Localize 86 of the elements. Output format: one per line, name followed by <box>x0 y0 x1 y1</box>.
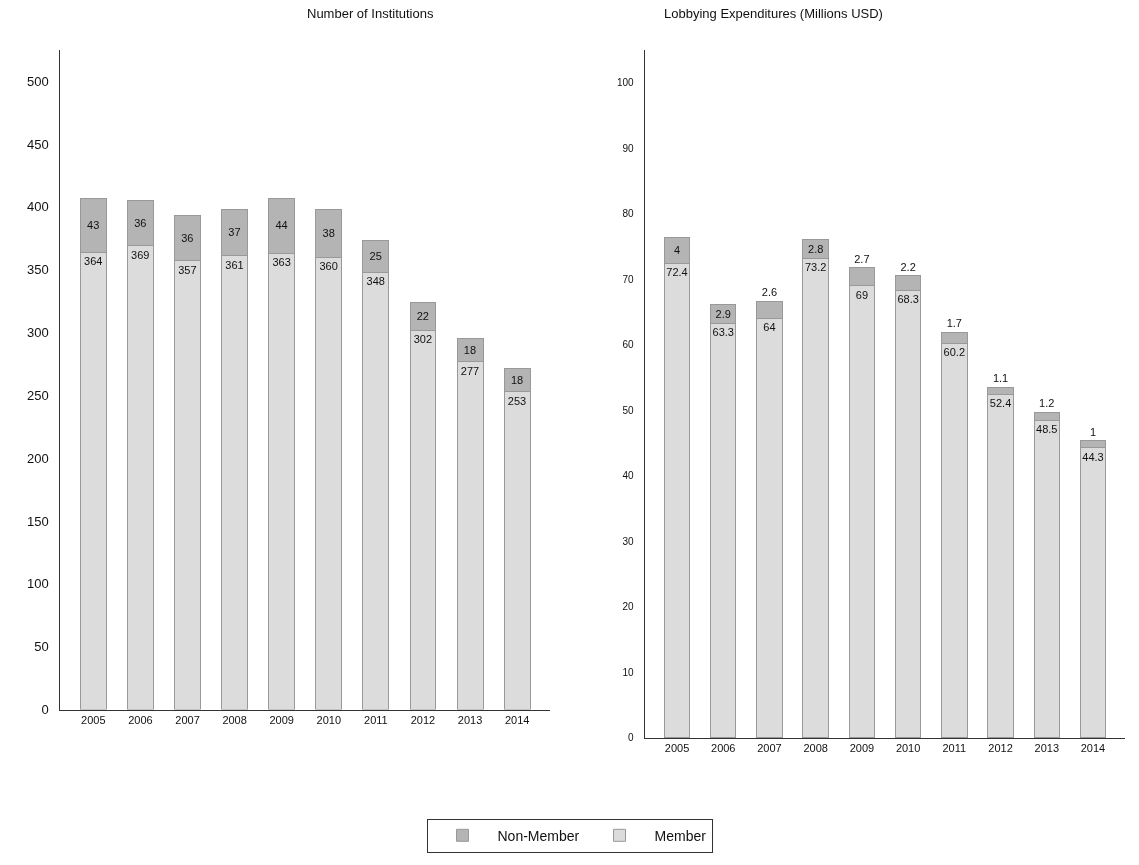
data-label: 369 <box>131 248 150 261</box>
x-tick-label: 2012 <box>410 713 436 726</box>
x-tick-label: 2011 <box>942 742 967 755</box>
data-label: 1.1 <box>992 372 1009 385</box>
data-label: 18 <box>463 343 477 356</box>
data-label: 2.2 <box>900 260 916 273</box>
data-label: 363 <box>272 256 291 269</box>
legend-label: Member <box>654 827 707 844</box>
y-tick-label: 500 <box>27 73 49 89</box>
y-tick-label: 450 <box>27 136 49 152</box>
data-label: 63.3 <box>712 326 734 339</box>
data-label: 1 <box>1089 425 1097 438</box>
x-tick-label: 2013 <box>457 713 483 726</box>
x-tick-label: 2014 <box>504 713 530 726</box>
data-label: 277 <box>460 364 480 377</box>
x-tick-label: 2007 <box>757 742 782 755</box>
x-tick-label: 2010 <box>316 713 342 726</box>
y-tick-label: 70 <box>622 273 635 285</box>
y-tick-label: 50 <box>34 639 49 655</box>
y-tick-label: 10 <box>622 666 635 678</box>
x-tick-label: 2006 <box>711 742 736 755</box>
y-tick-label: 150 <box>27 513 49 529</box>
x-tick-label: 2010 <box>895 742 921 755</box>
y-tick-label: 400 <box>27 199 49 215</box>
data-label: 44 <box>275 219 288 232</box>
data-label: 302 <box>413 333 433 346</box>
y-tick-label: 30 <box>622 535 635 547</box>
data-label: 357 <box>178 263 197 276</box>
data-label: 25 <box>369 250 382 263</box>
x-tick-label: 2011 <box>364 713 388 726</box>
y-tick-label: 20 <box>622 601 635 613</box>
legend-label: Non-Member <box>497 827 580 844</box>
y-tick-label: 50 <box>622 404 635 416</box>
data-label: 64 <box>763 321 776 334</box>
data-label: 2.7 <box>854 252 870 265</box>
y-tick-label: 300 <box>27 325 49 341</box>
y-tick-label: 200 <box>27 450 49 466</box>
x-tick-label: 2009 <box>849 742 875 755</box>
x-tick-label: 2008 <box>222 713 247 726</box>
data-label: 253 <box>507 394 527 407</box>
data-label: 22 <box>416 309 429 322</box>
x-tick-label: 2005 <box>81 713 106 726</box>
data-label: 37 <box>228 226 241 239</box>
x-tick-label: 2013 <box>1034 742 1060 755</box>
data-label: 360 <box>319 260 338 273</box>
data-label: 2.9 <box>715 307 731 320</box>
y-tick-label: 90 <box>622 142 635 154</box>
y-tick-label: 80 <box>622 208 635 220</box>
data-label: 69 <box>855 288 869 301</box>
x-tick-label: 2008 <box>803 742 828 755</box>
y-tick-label: 100 <box>616 76 635 88</box>
data-label: 52.4 <box>989 397 1012 410</box>
data-label: 1.7 <box>946 317 962 330</box>
data-label: 18 <box>510 373 524 386</box>
data-label: 60.2 <box>943 346 966 359</box>
data-label: 348 <box>366 275 385 288</box>
y-tick-label: 250 <box>27 387 49 403</box>
x-tick-label: 2005 <box>664 742 690 755</box>
data-label: 364 <box>84 255 103 268</box>
data-label: 72.4 <box>666 266 688 279</box>
data-label: 4 <box>673 244 681 257</box>
data-label: 2.6 <box>761 286 778 299</box>
y-tick-label: 350 <box>27 262 49 278</box>
data-label: 44.3 <box>1082 450 1104 463</box>
chart-title: Number of Institutions <box>307 6 434 21</box>
data-label: 2.8 <box>808 242 824 255</box>
data-label: 73.2 <box>804 261 827 274</box>
x-tick-label: 2012 <box>988 742 1013 755</box>
chart-title: Lobbying Expenditures (Millions USD) <box>664 6 883 21</box>
data-label: 36 <box>181 231 194 244</box>
data-label: 48.5 <box>1036 423 1058 436</box>
data-label: 1.2 <box>1039 397 1055 410</box>
data-label: 68.3 <box>897 293 919 306</box>
y-tick-label: 40 <box>622 470 635 482</box>
x-tick-label: 2009 <box>269 713 294 726</box>
y-tick-label: 0 <box>628 732 635 744</box>
x-tick-label: 2014 <box>1080 742 1106 755</box>
data-label: 36 <box>134 216 147 229</box>
x-tick-label: 2006 <box>128 713 153 726</box>
y-tick-label: 100 <box>27 576 49 592</box>
y-tick-label: 60 <box>622 339 635 351</box>
x-tick-label: 2007 <box>175 713 200 726</box>
y-tick-label: 0 <box>41 702 49 718</box>
data-label: 38 <box>322 226 335 239</box>
data-label: 43 <box>87 218 100 231</box>
data-label: 361 <box>225 258 244 271</box>
